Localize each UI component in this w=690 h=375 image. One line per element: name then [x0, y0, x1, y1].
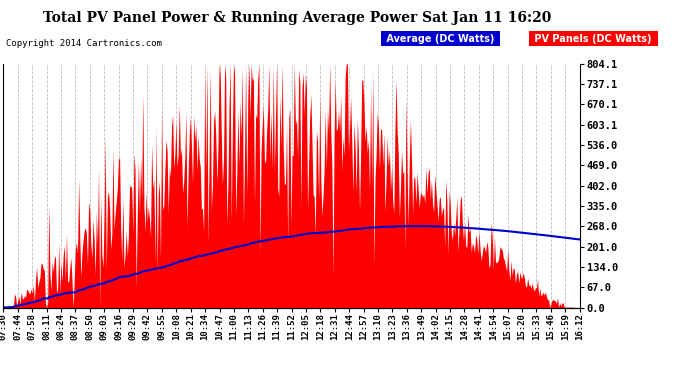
Text: Total PV Panel Power & Running Average Power Sat Jan 11 16:20: Total PV Panel Power & Running Average P…	[43, 11, 551, 25]
Text: PV Panels (DC Watts): PV Panels (DC Watts)	[531, 34, 656, 44]
Text: Average (DC Watts): Average (DC Watts)	[383, 34, 497, 44]
Text: Copyright 2014 Cartronics.com: Copyright 2014 Cartronics.com	[6, 39, 161, 48]
